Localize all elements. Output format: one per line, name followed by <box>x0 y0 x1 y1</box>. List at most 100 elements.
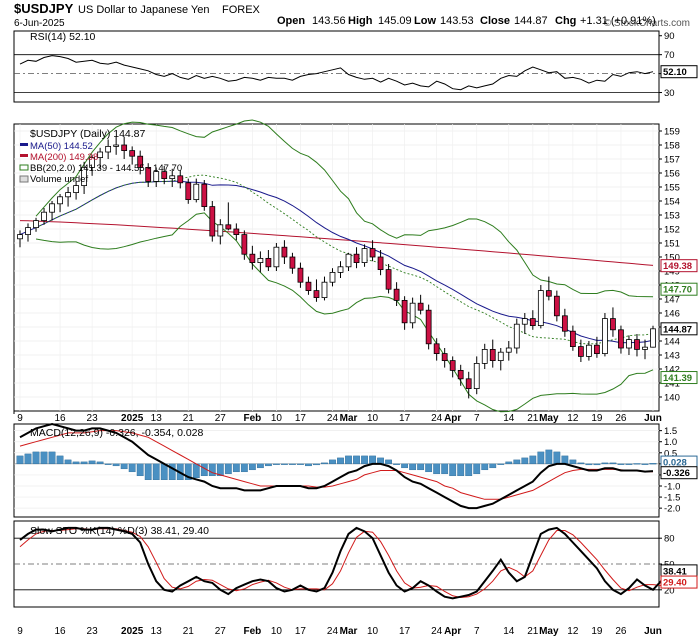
stochastic-x-label: 14 <box>503 626 515 637</box>
macd-histogram-bar <box>457 463 465 477</box>
stochastic-x-label: 10 <box>271 626 283 637</box>
price-title: $USDJPY (Daily) 144.87 <box>30 128 146 140</box>
candle-body <box>105 145 112 153</box>
candle-body <box>586 344 592 357</box>
candle-body <box>393 288 400 301</box>
ma200-line <box>19 220 654 266</box>
macd-histogram-bar <box>633 463 641 465</box>
legend-swatch-bb <box>19 164 29 171</box>
chg-label: Chg <box>555 15 576 27</box>
stochastic-d-tag: 29.40 <box>663 578 687 589</box>
candle-body <box>529 318 536 327</box>
candle-body <box>650 328 656 348</box>
price-axis-tick-label: 157 <box>664 155 680 166</box>
stochastic-x-label: 21 <box>183 626 195 637</box>
price-axis-tick-label: 155 <box>664 183 680 194</box>
candle-body <box>297 267 304 283</box>
candle-body <box>209 206 216 237</box>
rsi-axis-tick-label: 30 <box>664 88 675 99</box>
macd-histogram-bar <box>553 451 561 465</box>
rsi-axis-tick-label: 90 <box>664 31 675 42</box>
candle-body <box>361 248 368 264</box>
stochastic-x-label: 17 <box>295 626 307 637</box>
ma50-line <box>19 180 654 344</box>
candle-body <box>457 369 464 380</box>
chart-date: 6-Jun-2025 <box>14 18 65 29</box>
candle-body <box>417 302 424 311</box>
macd-panel <box>13 423 660 518</box>
price-axis-tick-label: 146 <box>664 309 680 320</box>
candle-body <box>305 281 312 292</box>
exchange-label: FOREX <box>222 4 261 16</box>
macd-histogram-bar <box>192 463 200 479</box>
candle-body <box>153 171 160 182</box>
candle-body <box>377 256 384 271</box>
candle-body <box>145 166 152 182</box>
price-right-tag-box <box>660 371 698 385</box>
candle-body <box>441 353 448 362</box>
price-x-label: Jun <box>644 413 662 424</box>
legend-bb: BB(20,2.0) 141.39 - 144.55 - 147.70 <box>30 163 182 174</box>
macd-histogram-bar <box>417 463 425 471</box>
macd-histogram-bar <box>577 462 585 465</box>
macd-histogram-bar <box>248 463 256 471</box>
bb-upper-line <box>35 119 654 298</box>
price-right-tag: 149.38 <box>663 261 692 272</box>
macd-histogram-bar <box>585 463 593 466</box>
macd-histogram-bar <box>449 463 457 477</box>
macd-histogram-bar <box>48 451 56 465</box>
candle-body <box>265 257 272 268</box>
macd-histogram-bar <box>168 463 176 481</box>
stochastic-x-label: 7 <box>474 626 480 637</box>
macd-axis-tick-label: -1.0 <box>664 482 680 493</box>
macd-histogram-bar <box>393 463 400 465</box>
macd-label: MACD(12,26,9) -0.326, -0.354, 0.028 <box>30 427 204 439</box>
macd-histogram-bar <box>232 463 240 473</box>
stochastic-x-label: 10 <box>367 626 379 637</box>
price-axis-tick-label: 151 <box>664 239 680 250</box>
stochastic-x-label: 21 <box>527 626 539 637</box>
candle-body <box>513 323 520 349</box>
macd-histogram-bar <box>409 463 417 471</box>
candle-body <box>169 175 176 180</box>
rsi-label: RSI(14) 52.10 <box>30 31 96 43</box>
price-x-label: 17 <box>399 413 411 424</box>
candle-body <box>385 269 392 290</box>
price-x-label: Apr <box>444 413 461 424</box>
candle-body <box>81 166 87 186</box>
price-right-tag-box <box>660 322 698 336</box>
macd-hist-tag: 0.028 <box>663 458 687 469</box>
stochastic-x-label: 23 <box>87 626 99 637</box>
macd-histogram-bar <box>473 463 481 475</box>
macd-value-tag-box <box>660 466 698 480</box>
macd-histogram-bar <box>321 462 328 465</box>
candle-body <box>41 211 47 221</box>
stochastic-x-label: Feb <box>243 626 261 637</box>
rsi-panel <box>13 30 660 103</box>
candle-body <box>594 344 600 355</box>
macd-histogram-bar <box>88 460 96 465</box>
marks-layer <box>16 55 670 600</box>
close-value: 144.87 <box>514 15 548 27</box>
candle-body <box>634 339 640 350</box>
symbol-title: $USDJPY <box>14 1 74 16</box>
macd-histogram-bar <box>337 457 344 465</box>
macd-histogram-bar <box>313 463 320 466</box>
rsi-axis-tick-label: 70 <box>664 50 675 61</box>
candle-body <box>17 234 23 240</box>
stochastic-x-label: 24 <box>431 626 443 637</box>
macd-histogram-bar <box>481 463 489 471</box>
stochastic-d-line <box>19 528 670 599</box>
macd-value-tag: -0.326 <box>663 468 690 479</box>
high-label: High <box>348 15 373 27</box>
macd-histogram-bar <box>537 451 545 465</box>
macd-histogram-bar <box>32 451 40 465</box>
candle-body <box>121 144 128 151</box>
candle-body <box>89 157 95 168</box>
candle-body <box>25 227 31 236</box>
macd-axis-tick-label: 1.0 <box>664 437 677 448</box>
macd-histogram-bar <box>497 463 505 465</box>
candle-body <box>578 346 584 357</box>
macd-histogram-bar <box>401 463 409 469</box>
macd-histogram-bar <box>385 459 392 465</box>
